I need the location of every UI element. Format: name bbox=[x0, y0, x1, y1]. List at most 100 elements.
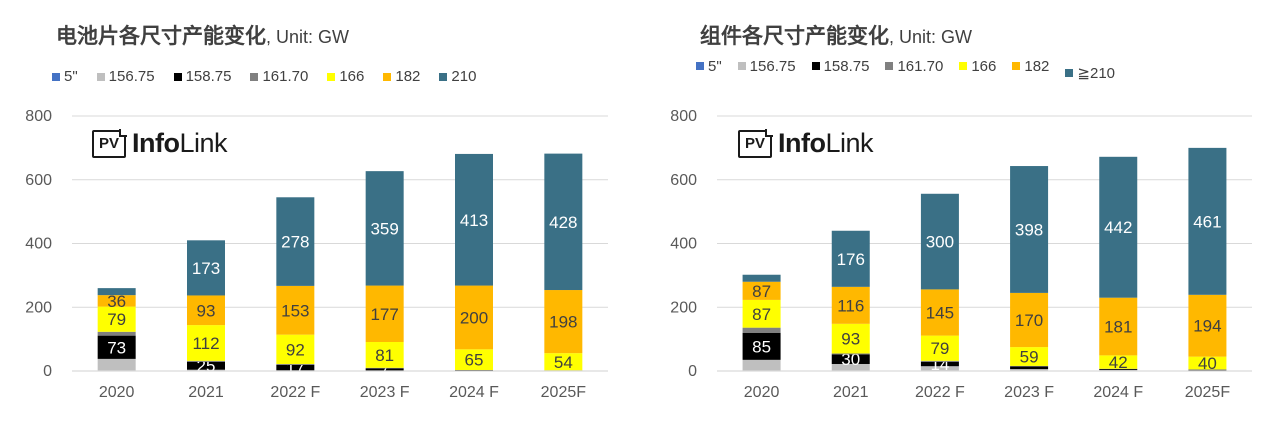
bar-segment bbox=[365, 368, 404, 371]
x-tick-label: 2023 F bbox=[360, 384, 410, 401]
bar-segment bbox=[276, 285, 315, 335]
legend-label: 161.70 bbox=[262, 68, 309, 85]
y-tick-label: 200 bbox=[670, 299, 697, 316]
data-label: 30 bbox=[841, 350, 860, 369]
bar-segment bbox=[187, 325, 225, 361]
data-label: 176 bbox=[837, 250, 865, 269]
data-label: 93 bbox=[197, 301, 216, 320]
bar-segment bbox=[742, 327, 781, 333]
bar-segment bbox=[920, 360, 959, 362]
chart-plot: 0200400600800737936202025112931732021179… bbox=[25, 108, 608, 401]
x-tick-label: 2023 F bbox=[1004, 384, 1054, 401]
bar-segment bbox=[187, 360, 225, 362]
data-label: 112 bbox=[192, 334, 219, 353]
legend-label: 166 bbox=[971, 57, 997, 75]
bar-segment bbox=[831, 323, 870, 354]
data-label: 170 bbox=[1015, 311, 1043, 330]
x-tick-label: 2024 F bbox=[449, 384, 499, 401]
bar-segment bbox=[742, 332, 781, 360]
bar-segment bbox=[365, 367, 404, 369]
bar-segment bbox=[920, 193, 959, 290]
data-label: 145 bbox=[926, 304, 954, 323]
x-tick-label: 2021 bbox=[833, 384, 869, 401]
legend-item: ≧210 bbox=[1065, 64, 1115, 82]
legend-swatch bbox=[383, 72, 392, 81]
data-label: 442 bbox=[1104, 218, 1132, 237]
legend-item: 161.70 bbox=[885, 58, 943, 75]
legend-swatch bbox=[250, 72, 259, 81]
legend-item: 182 bbox=[1012, 58, 1049, 75]
data-label: 92 bbox=[286, 340, 305, 359]
chart-legend: 5" 156.75 158.75 161.70 166 182 210 bbox=[52, 68, 495, 85]
x-tick-label: 2025F bbox=[541, 384, 587, 401]
x-tick-label: 2022 F bbox=[915, 384, 965, 401]
bar-segment bbox=[920, 289, 959, 336]
bar-segment bbox=[1188, 356, 1227, 370]
legend-item: 210 bbox=[439, 68, 476, 85]
x-tick-label: 2022 F bbox=[270, 384, 320, 401]
y-tick-label: 800 bbox=[670, 108, 697, 125]
x-tick-label: 2021 bbox=[188, 384, 224, 401]
data-label: 87 bbox=[752, 282, 771, 301]
legend-label: 5" bbox=[708, 57, 722, 75]
x-tick-label: 2024 F bbox=[1093, 384, 1143, 401]
bar-segment bbox=[742, 359, 781, 371]
data-label: 40 bbox=[1198, 354, 1217, 373]
bar-segment bbox=[742, 274, 781, 282]
legend-swatch bbox=[811, 62, 820, 70]
legend-swatch bbox=[327, 72, 336, 81]
data-label: 398 bbox=[1015, 220, 1043, 239]
data-label: 73 bbox=[107, 338, 126, 357]
data-label: 428 bbox=[549, 213, 577, 232]
data-label: 461 bbox=[1193, 212, 1221, 231]
bar-segment bbox=[1010, 292, 1049, 348]
chart-plot: 0200400600800858787202030931161762021147… bbox=[670, 108, 1252, 401]
data-label: 198 bbox=[549, 313, 577, 332]
data-label: 194 bbox=[1193, 317, 1221, 336]
data-label: 79 bbox=[107, 310, 126, 329]
bar-segment bbox=[742, 281, 781, 300]
legend-swatch bbox=[737, 62, 746, 70]
data-label: 79 bbox=[930, 339, 949, 358]
data-label: 65 bbox=[465, 351, 484, 370]
bar-segment bbox=[365, 171, 404, 286]
bar-segment bbox=[455, 285, 493, 350]
bar-segment bbox=[276, 334, 315, 364]
bar-segment bbox=[97, 295, 136, 307]
bar-segment bbox=[276, 197, 315, 286]
y-tick-label: 0 bbox=[43, 363, 52, 380]
legend-label: 158.75 bbox=[823, 57, 870, 75]
bar-segment bbox=[831, 354, 870, 364]
legend-item: 161.70 bbox=[250, 68, 308, 85]
bar-segment bbox=[1099, 355, 1138, 369]
bar-segment bbox=[1010, 347, 1049, 366]
legend-item: 166 bbox=[959, 58, 996, 75]
bar-segment bbox=[544, 153, 583, 291]
bar-segment bbox=[97, 358, 136, 371]
bar-segment bbox=[187, 295, 225, 326]
bar-segment bbox=[187, 361, 225, 370]
legend-label: 210 bbox=[451, 68, 477, 85]
bar-segment bbox=[1010, 366, 1049, 370]
data-label: 116 bbox=[837, 296, 864, 315]
legend-label: 182 bbox=[395, 68, 421, 85]
bar-segment bbox=[831, 363, 870, 371]
cell-capacity-chart: 电池片各尺寸产能变化, Unit: GW 5" 156.75 158.75 161.7… bbox=[0, 0, 638, 427]
data-label: 85 bbox=[752, 337, 771, 356]
bar-segment bbox=[1188, 294, 1227, 357]
legend-swatch bbox=[1012, 62, 1021, 70]
legend-label: 5" bbox=[64, 68, 78, 85]
legend-item: 5" bbox=[696, 58, 722, 75]
bar-segment bbox=[920, 335, 959, 361]
data-label: 177 bbox=[370, 305, 398, 324]
bar-segment bbox=[1010, 365, 1049, 367]
bar-segment bbox=[276, 364, 315, 371]
bar-segment bbox=[365, 341, 404, 368]
bar-segment bbox=[187, 240, 225, 296]
data-label: 87 bbox=[752, 305, 771, 324]
bar-segment bbox=[1099, 369, 1138, 371]
bar-segment bbox=[831, 286, 870, 324]
bar-segment bbox=[742, 299, 781, 328]
legend-label: 182 bbox=[1024, 57, 1050, 75]
bar-segment bbox=[97, 335, 136, 359]
